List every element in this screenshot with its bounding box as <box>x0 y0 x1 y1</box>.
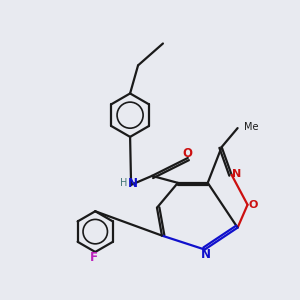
Text: Me: Me <box>244 122 259 132</box>
Text: N: N <box>232 169 241 179</box>
Text: H: H <box>120 178 127 188</box>
Text: N: N <box>128 177 137 190</box>
Text: F: F <box>90 251 98 265</box>
Text: N: N <box>201 248 211 261</box>
Text: O: O <box>249 200 258 210</box>
Text: O: O <box>183 147 193 161</box>
